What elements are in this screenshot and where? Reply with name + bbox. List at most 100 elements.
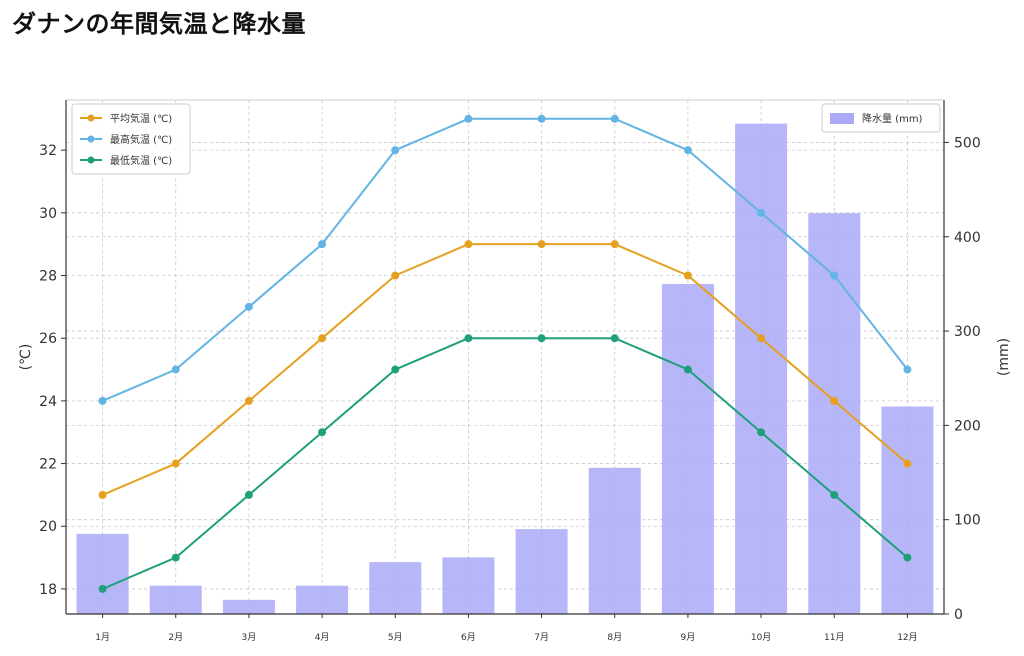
- data-point: [830, 490, 839, 499]
- x-tick-label: 4月: [315, 632, 330, 643]
- y-tick-label: 32: [39, 143, 57, 159]
- legend-label: 降水量 (mm): [862, 112, 923, 125]
- legend-marker: [87, 114, 95, 122]
- precipitation-bars: [76, 123, 934, 615]
- data-point: [391, 365, 400, 374]
- axes: [61, 99, 949, 618]
- x-tick-label: 7月: [534, 632, 549, 643]
- x-tick-label: 11月: [824, 632, 844, 643]
- series-line: [102, 337, 909, 590]
- data-point: [244, 490, 253, 499]
- precipitation-bar: [296, 585, 349, 614]
- legend-label: 平均気温 (℃): [110, 112, 172, 125]
- x-tick-label: 5月: [388, 632, 403, 643]
- y-tick-label: 20: [39, 519, 57, 535]
- precipitation-bar: [442, 557, 495, 614]
- data-point: [537, 334, 546, 343]
- data-point: [464, 114, 473, 123]
- precipitation-bar: [149, 585, 202, 614]
- x-tick-label: 10月: [751, 632, 771, 643]
- series-line-group: [98, 334, 912, 593]
- x-tick-label: 9月: [681, 632, 696, 643]
- legend-temperature: 平均気温 (℃) 最高気温 (℃) 最低気温 (℃): [71, 103, 191, 175]
- y-tick-label: 28: [39, 269, 57, 285]
- data-point: [757, 334, 766, 343]
- data-point: [830, 396, 839, 405]
- data-point: [683, 365, 692, 374]
- x-tick-label: 6月: [461, 632, 476, 643]
- legend-label: 最低気温 (℃): [110, 154, 172, 167]
- data-point: [318, 240, 327, 249]
- legend-box: [821, 103, 941, 133]
- y2-tick-label: 0: [954, 607, 963, 623]
- series-line: [102, 243, 909, 496]
- data-point: [318, 428, 327, 437]
- data-point: [903, 553, 912, 562]
- precipitation-bar: [515, 529, 568, 614]
- precipitation-bar: [735, 123, 788, 615]
- tick-labels: 18 20 22 24 26 28 30 32 0 100 200 300 400 500 1月 2月 3月 4月…: [18, 135, 1012, 643]
- data-point: [683, 271, 692, 280]
- data-point: [464, 334, 473, 343]
- x-tick-label: 1月: [95, 632, 110, 643]
- y2-tick-label: 500: [954, 135, 981, 151]
- data-point: [757, 208, 766, 217]
- x-tick-label: 8月: [607, 632, 622, 643]
- y2-tick-label: 400: [954, 230, 981, 246]
- data-point: [683, 146, 692, 155]
- data-point: [98, 490, 107, 499]
- page-title: ダナンの年間気温と降水量: [12, 10, 306, 38]
- y-tick-label: 30: [39, 206, 57, 222]
- x-tick-label: 3月: [242, 632, 257, 643]
- legend-bar-swatch: [830, 113, 854, 124]
- data-point: [171, 459, 180, 468]
- y2-tick-label: 200: [954, 418, 981, 434]
- data-point: [244, 302, 253, 311]
- data-point: [903, 365, 912, 374]
- precipitation-bar: [222, 599, 275, 614]
- data-point: [464, 240, 473, 249]
- data-point: [610, 114, 619, 123]
- series-line-group: [98, 240, 912, 499]
- data-point: [98, 584, 107, 593]
- data-point: [171, 553, 180, 562]
- legend-label: 最高気温 (℃): [110, 133, 172, 146]
- legend-precipitation: 降水量 (mm): [821, 103, 941, 133]
- data-point: [391, 146, 400, 155]
- y-tick-label: 24: [39, 394, 57, 410]
- y2-axis-label: (mm): [996, 338, 1012, 376]
- precipitation-bar: [881, 406, 934, 614]
- data-point: [318, 334, 327, 343]
- x-tick-label: 12月: [897, 632, 917, 643]
- precipitation-bar: [808, 213, 861, 614]
- y-tick-label: 26: [39, 331, 57, 347]
- y-axis-label: (℃): [18, 344, 34, 371]
- precipitation-bar: [661, 283, 714, 614]
- y-tick-label: 22: [39, 457, 57, 473]
- precipitation-bar: [588, 467, 641, 614]
- y-tick-label: 18: [39, 582, 57, 598]
- data-point: [244, 396, 253, 405]
- legend-marker: [87, 156, 95, 164]
- y2-tick-label: 300: [954, 324, 981, 340]
- legend-marker: [87, 135, 95, 143]
- legend-box: [71, 103, 191, 175]
- series-line-group: [98, 114, 912, 405]
- x-tick-label: 2月: [168, 632, 183, 643]
- precipitation-bar: [76, 533, 129, 614]
- data-point: [537, 240, 546, 249]
- data-point: [830, 271, 839, 280]
- y2-tick-label: 100: [954, 513, 981, 529]
- data-point: [98, 396, 107, 405]
- data-point: [537, 114, 546, 123]
- series-line: [102, 117, 909, 402]
- data-point: [903, 459, 912, 468]
- data-point: [757, 428, 766, 437]
- data-point: [610, 240, 619, 249]
- precipitation-bar: [369, 562, 422, 614]
- temperature-lines: [98, 114, 912, 593]
- data-point: [610, 334, 619, 343]
- data-point: [171, 365, 180, 374]
- data-point: [391, 271, 400, 280]
